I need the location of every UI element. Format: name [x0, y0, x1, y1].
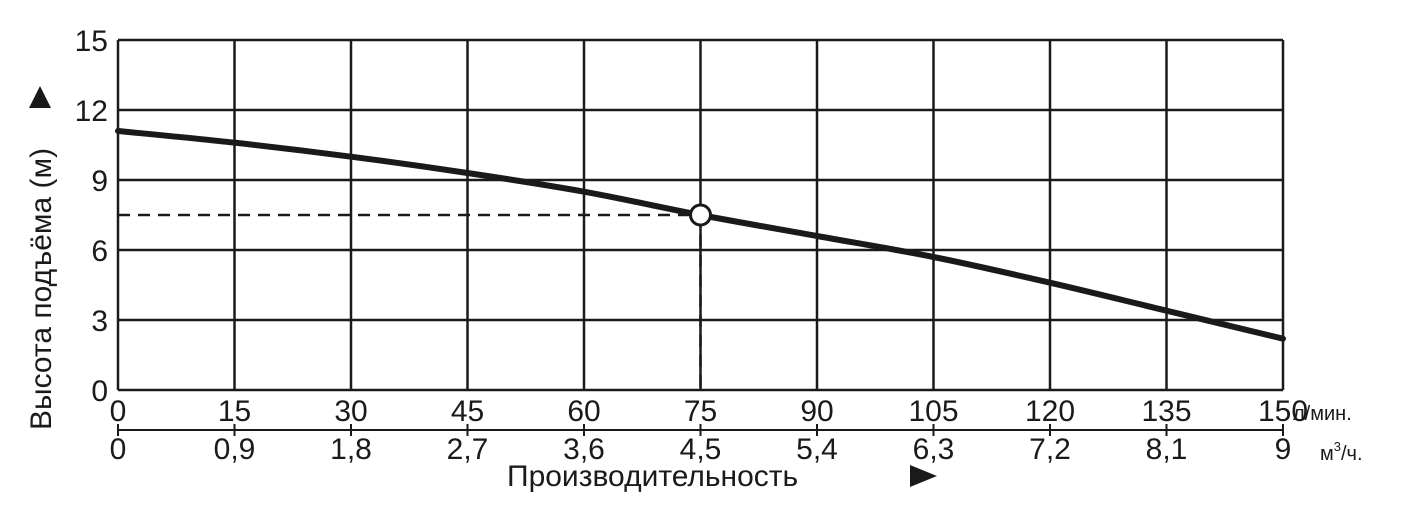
x-tick-label-primary: 150 [1258, 395, 1308, 428]
y-tick-label: 0 [91, 375, 108, 408]
x-unit-secondary: м3/ч. [1320, 439, 1363, 465]
guide-lines [118, 213, 702, 390]
x-tick-label-primary: 15 [218, 395, 251, 428]
x-tick-label-primary: 120 [1025, 395, 1075, 428]
x-tick-label-secondary: 0 [110, 433, 127, 466]
x-tick-label-secondary: 0,9 [214, 433, 256, 466]
x-tick-label-secondary: 6,3 [913, 433, 955, 466]
x-tick-label-secondary: 3,6 [563, 433, 605, 466]
y-tick-label: 12 [75, 95, 108, 128]
x-tick-labels-primary: 0 15 30 45 60 75 90 105 120 135 150 [110, 395, 1308, 428]
y-tick-label: 6 [91, 235, 108, 268]
x-tick-label-secondary: 1,8 [330, 433, 372, 466]
series-group [115, 128, 1286, 342]
x-tick-label-secondary: 7,2 [1029, 433, 1071, 466]
y-tick-label: 9 [91, 165, 108, 198]
y-tick-labels: 0 3 6 9 12 15 [75, 25, 108, 408]
x-tick-label-primary: 135 [1141, 395, 1191, 428]
x-tick-labels-secondary: 0 0,9 1,8 2,7 3,6 4,5 5,4 6,3 7,2 8,1 9 [110, 433, 1292, 466]
x-tick-label-primary: 75 [684, 395, 717, 428]
x-tick-label-secondary: 5,4 [796, 433, 838, 466]
y-axis-arrow-icon [29, 86, 51, 108]
x-tick-label-primary: 90 [800, 395, 833, 428]
x-tick-label-secondary: 2,7 [447, 433, 489, 466]
x-unit-primary: л/мин. [1293, 403, 1352, 425]
x-tick-label-primary: 0 [110, 395, 127, 428]
x-tick-label-secondary: 9 [1275, 433, 1292, 466]
x-tick-label-primary: 105 [908, 395, 958, 428]
x-tick-label-primary: 45 [451, 395, 484, 428]
x-axis-title: Производительность [507, 460, 798, 493]
x-tick-label-secondary: 4,5 [680, 433, 722, 466]
x-tick-label-primary: 30 [334, 395, 367, 428]
x-tick-label-secondary: 8,1 [1146, 433, 1188, 466]
y-tick-label: 3 [91, 305, 108, 338]
y-axis-title: Высота подъёма (м) [25, 148, 58, 430]
operating-point-marker [689, 203, 712, 227]
x-tick-label-primary: 60 [567, 395, 600, 428]
x-axis-arrow-icon [910, 465, 937, 487]
y-tick-label: 15 [75, 25, 108, 58]
